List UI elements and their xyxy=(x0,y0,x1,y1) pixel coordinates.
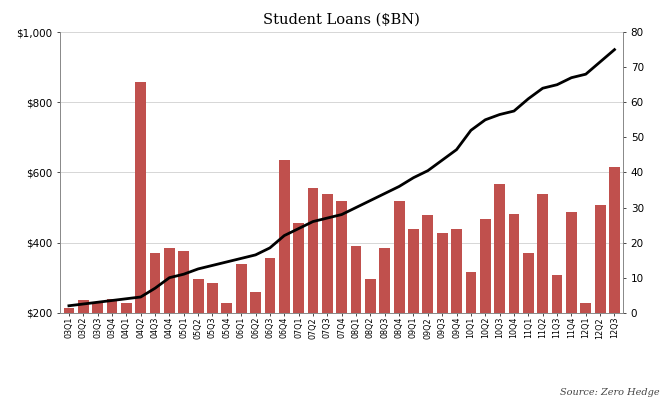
Bar xyxy=(207,283,218,383)
Student Loans xyxy=(596,59,604,64)
Bar xyxy=(135,82,146,383)
Student Loans xyxy=(553,82,561,87)
Student Loans xyxy=(467,128,475,133)
Bar xyxy=(466,272,476,383)
Student Loans xyxy=(108,298,116,303)
Student Loans xyxy=(409,175,417,180)
Bar xyxy=(509,214,519,383)
Student Loans xyxy=(324,216,332,221)
Bar xyxy=(365,279,376,383)
Student Loans xyxy=(525,96,533,101)
Bar xyxy=(379,248,390,383)
Student Loans xyxy=(208,263,216,268)
Student Loans xyxy=(567,75,576,80)
Student Loans xyxy=(223,259,231,264)
Line: Student Loans: Student Loans xyxy=(69,50,614,306)
Bar xyxy=(78,300,88,383)
Student Loans xyxy=(381,191,389,196)
Student Loans xyxy=(94,300,102,305)
Student Loans xyxy=(237,256,245,261)
Bar xyxy=(394,201,405,383)
Bar xyxy=(595,205,606,383)
Text: Source: Zero Hedge: Source: Zero Hedge xyxy=(560,388,660,397)
Bar xyxy=(121,303,132,383)
Student Loans xyxy=(539,86,547,91)
Bar xyxy=(580,303,591,383)
Student Loans xyxy=(151,286,159,291)
Bar xyxy=(537,194,548,383)
Student Loans xyxy=(251,253,259,257)
Bar xyxy=(523,253,534,383)
Bar xyxy=(494,184,505,383)
Student Loans xyxy=(309,219,317,224)
Bar xyxy=(437,233,448,383)
Bar xyxy=(193,279,204,383)
Student Loans xyxy=(481,117,489,122)
Bar xyxy=(480,219,490,383)
Bar xyxy=(451,229,462,383)
Bar xyxy=(265,258,275,383)
Student Loans xyxy=(79,302,87,306)
Bar xyxy=(408,229,419,383)
Bar xyxy=(566,212,577,383)
Student Loans xyxy=(266,245,274,250)
Bar xyxy=(423,215,433,383)
Bar xyxy=(149,253,160,383)
Bar xyxy=(107,299,117,383)
Bar xyxy=(164,248,175,383)
Student Loans xyxy=(123,296,131,301)
Bar xyxy=(609,167,620,383)
Student Loans xyxy=(582,72,590,77)
Bar xyxy=(350,246,361,383)
Bar xyxy=(178,251,189,383)
Bar xyxy=(64,308,74,383)
Bar xyxy=(336,201,347,383)
Student Loans xyxy=(438,158,446,162)
Bar xyxy=(236,264,247,383)
Student Loans xyxy=(65,304,73,308)
Student Loans xyxy=(452,147,460,152)
Bar xyxy=(250,292,261,383)
Bar xyxy=(293,223,304,383)
Bar xyxy=(308,188,318,383)
Student Loans xyxy=(395,184,403,189)
Student Loans xyxy=(165,275,174,280)
Title: Student Loans ($BN): Student Loans ($BN) xyxy=(263,13,420,27)
Student Loans xyxy=(180,272,188,277)
Bar xyxy=(551,275,562,383)
Student Loans xyxy=(295,226,303,231)
Student Loans xyxy=(496,112,504,117)
Bar xyxy=(222,303,232,383)
Student Loans xyxy=(610,47,618,52)
Bar xyxy=(92,302,103,383)
Student Loans xyxy=(280,233,288,238)
Bar xyxy=(322,194,333,383)
Student Loans xyxy=(510,109,518,113)
Bar xyxy=(279,160,289,383)
Student Loans xyxy=(424,168,432,173)
Student Loans xyxy=(338,212,346,217)
Student Loans xyxy=(137,295,145,300)
Student Loans xyxy=(352,205,360,210)
Student Loans xyxy=(366,198,375,203)
Student Loans xyxy=(194,267,202,271)
